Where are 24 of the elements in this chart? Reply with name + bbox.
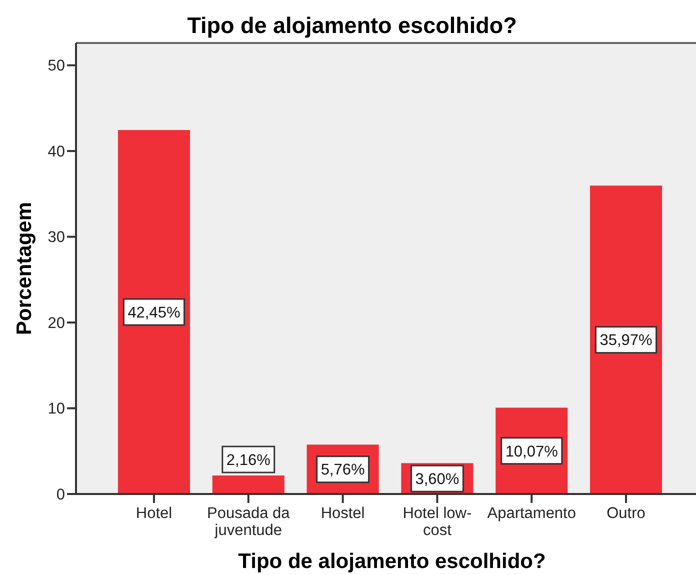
data-label: 42,45% [128,304,180,322]
y-tick-label: 10 [48,400,66,418]
y-tick-label: 30 [48,229,66,246]
x-tick-label: Outro [606,505,646,522]
y-axis-title: Porcentagem [13,202,36,336]
x-tick-label: Hostel [320,505,365,522]
x-tick-label: Pousada da juventude [207,505,290,539]
chart-title: Tipo de alojamento escolhido? [187,13,517,38]
x-tick-label: Hotel low-cost [402,505,472,539]
y-tick-label: 20 [48,314,66,332]
data-label: 2,16% [226,452,271,469]
data-label: 3,60% [415,470,460,488]
y-tick-label: 50 [48,58,66,75]
y-tick-label: 40 [48,143,66,160]
x-axis-title: Tipo de alojamento escolhido? [238,550,546,573]
data-label: 35,97% [600,332,653,350]
data-label: 5,76% [320,462,365,479]
bar [212,475,284,494]
x-tick-label: Hotel [136,505,172,522]
y-tick-label: 0 [56,486,66,504]
bar [118,130,190,494]
bar [590,186,662,494]
data-label: 10,07% [505,443,558,460]
x-tick-label: Apartamento [487,505,576,522]
